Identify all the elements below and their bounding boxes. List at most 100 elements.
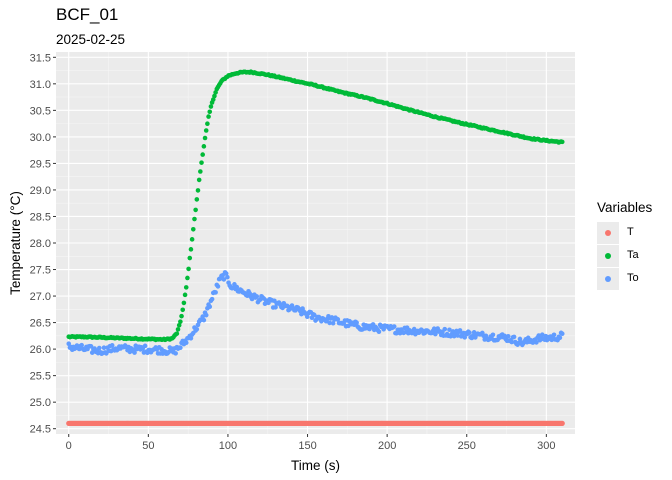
point-to [247,291,252,296]
y-tick-label: 31.5 [30,52,51,64]
point-to [462,335,468,340]
legend-label-t: T [627,226,634,238]
legend-item-t: T [597,222,672,244]
point-to [451,333,457,339]
series-ta [66,69,565,343]
point-to [101,345,107,350]
point-to [312,312,317,318]
y-tick-label: 27.5 [30,265,51,277]
point-to [539,332,545,337]
chart-subtitle: 2025-02-25 [56,32,126,47]
point-to [330,320,336,326]
point-ta [198,169,203,174]
point-to [517,336,523,342]
point-to [200,314,205,319]
y-tick-label: 28.5 [30,211,51,223]
point-ta [190,226,196,232]
point-ta [201,144,207,149]
point-ta [196,177,202,183]
point-ta [189,237,195,242]
x-tick-label: 300 [537,440,555,452]
chart-title: BCF_01 [56,5,119,24]
point-ta [208,104,214,109]
point-to [66,341,72,347]
point-ta [180,307,186,313]
y-tick-label: 30.5 [30,105,51,117]
point-to [203,312,209,318]
point-to [557,335,563,341]
point-ta [559,139,565,145]
point-to [549,337,554,343]
point-to [142,343,148,349]
point-to [96,345,102,351]
legend-item-ta: Ta [597,245,672,267]
point-ta [178,319,183,324]
point-to [467,330,472,335]
y-tick-label: 26.5 [30,318,51,330]
point-to [132,350,137,355]
series-to [66,270,565,357]
point-to [215,284,221,289]
point-ta [202,135,208,141]
x-tick-label: 150 [298,440,316,452]
point-to [442,326,448,332]
point-ta [193,207,198,213]
y-tick-label: 27.0 [30,291,51,303]
legend-dot-t [605,230,611,236]
legend-label-to: To [627,272,639,284]
legend-key-t [597,222,619,244]
point-to [457,328,463,333]
point-to [173,351,178,356]
point-ta [183,285,189,290]
point-to [346,323,351,329]
point-to [221,277,227,282]
point-ta [179,313,184,319]
point-to [447,327,452,333]
point-to [207,304,213,310]
point-to [559,331,565,336]
point-to [109,343,115,348]
point-ta [203,128,209,133]
series-t [66,420,565,426]
point-to [511,334,517,340]
point-to [304,314,310,319]
series-layer [66,69,565,426]
point-to [178,345,183,351]
point-ta [192,216,197,222]
point-ta [185,275,190,281]
legend-label-ta: Ta [627,249,639,261]
point-to [225,274,230,280]
x-axis-title: Time (s) [291,458,340,473]
y-tick-label: 28.0 [30,238,51,250]
y-tick-label: 30.0 [30,132,51,144]
y-tick-label: 26.0 [30,344,51,356]
point-ta [188,247,194,252]
point-to [509,339,515,345]
point-to [490,332,496,338]
point-to [376,329,382,335]
y-tick-label: 31.0 [30,79,51,91]
point-to [335,317,341,322]
point-ta [175,327,181,332]
y-tick-label: 25.0 [30,397,51,409]
point-to [209,296,215,302]
point-ta [176,322,182,328]
point-to [327,320,332,326]
point-ta [194,197,200,202]
x-tick-label: 50 [142,440,154,452]
legend-key-ta [597,245,619,267]
legend-title: Variables [597,200,653,215]
y-axis: 24.5 25.0 25.5 26.0 26.5 27.0 27.5 28.0 28.5 29.0… [30,52,56,436]
point-to [354,320,359,325]
point-ta [187,255,193,261]
point-to [194,327,200,332]
point-ta [207,109,213,115]
point-to [391,324,397,329]
x-tick-label: 200 [378,440,396,452]
point-to [213,290,218,295]
point-to [455,333,460,338]
y-tick-label: 29.5 [30,158,51,170]
y-axis-title: Temperature (°C) [8,191,23,295]
y-tick-label: 25.5 [30,371,51,383]
y-tick-label: 29.0 [30,185,51,197]
